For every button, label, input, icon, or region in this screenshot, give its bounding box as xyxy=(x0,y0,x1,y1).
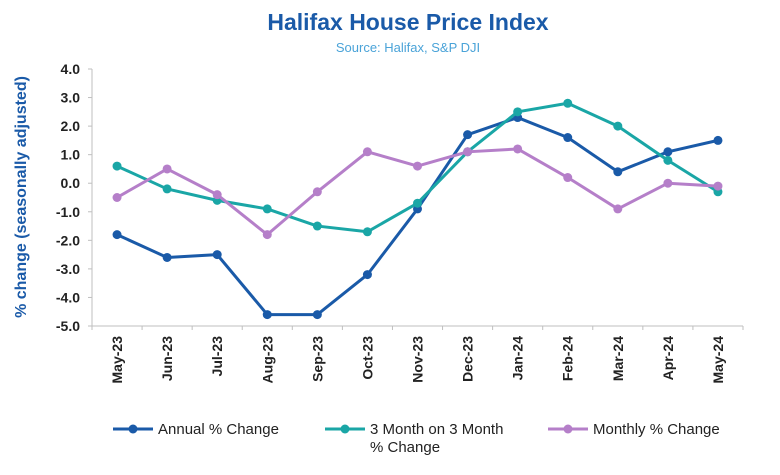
legend: Annual % Change 3 Month on 3 Month% Chang… xyxy=(113,421,720,456)
data-point xyxy=(663,155,673,165)
x-tick-label: Mar-24 xyxy=(610,336,626,381)
y-tick-label: 2.0 xyxy=(61,118,81,134)
x-tick-label: Sep-23 xyxy=(309,336,325,382)
data-point xyxy=(262,310,272,320)
data-point xyxy=(463,147,473,157)
legend-label: Monthly % Change xyxy=(593,421,720,438)
legend-swatch-marker xyxy=(128,424,138,434)
y-tick-label: -5.0 xyxy=(56,318,80,334)
x-tick-label: Aug-23 xyxy=(259,336,275,384)
legend-label: 3 Month on 3 Month% Change xyxy=(370,421,503,456)
data-point xyxy=(613,121,623,131)
data-point xyxy=(162,164,172,174)
data-point xyxy=(212,190,222,200)
series-line-1 xyxy=(116,116,719,317)
y-tick-label: -4.0 xyxy=(56,289,80,305)
data-point xyxy=(112,161,122,171)
legend-swatch-marker xyxy=(340,424,350,434)
data-point xyxy=(513,107,523,117)
data-point xyxy=(312,310,322,320)
data-point xyxy=(613,204,623,214)
x-tick-label: Oct-23 xyxy=(359,336,375,380)
y-tick-label: 1.0 xyxy=(61,147,81,163)
y-tick-label: -2.0 xyxy=(56,232,80,248)
data-point xyxy=(513,144,523,154)
data-point xyxy=(112,230,122,240)
chart-title: Halifax House Price Index xyxy=(267,9,548,35)
legend-label: Annual % Change xyxy=(158,421,279,438)
data-point xyxy=(212,250,222,260)
data-point xyxy=(162,184,172,194)
legend-swatch-marker xyxy=(563,424,573,434)
y-tick-label: 4.0 xyxy=(61,61,81,77)
data-point xyxy=(563,173,573,183)
x-tick-label: Jun-23 xyxy=(159,336,175,381)
data-point xyxy=(563,98,573,108)
y-tick-labels: 4.0 3.0 2.0 1.0 0.0 -1.0 -2.0 -3.0 -4.0 -5.0 xyxy=(56,61,80,334)
data-point xyxy=(312,221,322,231)
data-point xyxy=(563,133,573,143)
data-point xyxy=(613,167,623,177)
y-axis-label: % change (seasonally adjusted) xyxy=(13,76,30,318)
x-tick-label: Nov-23 xyxy=(410,336,426,383)
x-tick-label: May-24 xyxy=(710,336,726,384)
data-point xyxy=(663,178,673,188)
data-point xyxy=(713,135,723,145)
x-tick-label: Jul-23 xyxy=(209,336,225,377)
x-tick-labels: May-23 Jun-23 Jul-23 Aug-23 Sep-23 Oct-23 Nov-… xyxy=(109,336,726,384)
chart-subtitle: Source: Halifax, S&P DJI xyxy=(336,40,480,55)
y-tick-label: 3.0 xyxy=(61,90,81,106)
data-point xyxy=(362,270,372,280)
x-tick-label: Dec-23 xyxy=(460,336,476,382)
data-point xyxy=(262,204,272,214)
x-tick-label: Feb-24 xyxy=(560,336,576,381)
data-point xyxy=(162,252,172,262)
y-tick-label: -1.0 xyxy=(56,204,80,220)
data-point xyxy=(713,181,723,191)
data-point xyxy=(112,193,122,202)
y-tick-label: 0.0 xyxy=(61,175,81,191)
data-point xyxy=(262,230,272,240)
x-tick-label: Apr-24 xyxy=(660,336,676,381)
axes xyxy=(88,68,744,330)
series-group xyxy=(112,98,723,320)
data-point xyxy=(413,198,422,208)
data-point xyxy=(463,130,473,140)
y-tick-label: -3.0 xyxy=(56,261,80,277)
data-point xyxy=(312,187,322,197)
data-point xyxy=(663,147,673,157)
data-point xyxy=(362,147,372,157)
x-tick-label: May-23 xyxy=(109,336,125,384)
data-point xyxy=(413,161,422,171)
x-tick-label: Jan-24 xyxy=(510,336,526,381)
data-point xyxy=(362,227,372,237)
